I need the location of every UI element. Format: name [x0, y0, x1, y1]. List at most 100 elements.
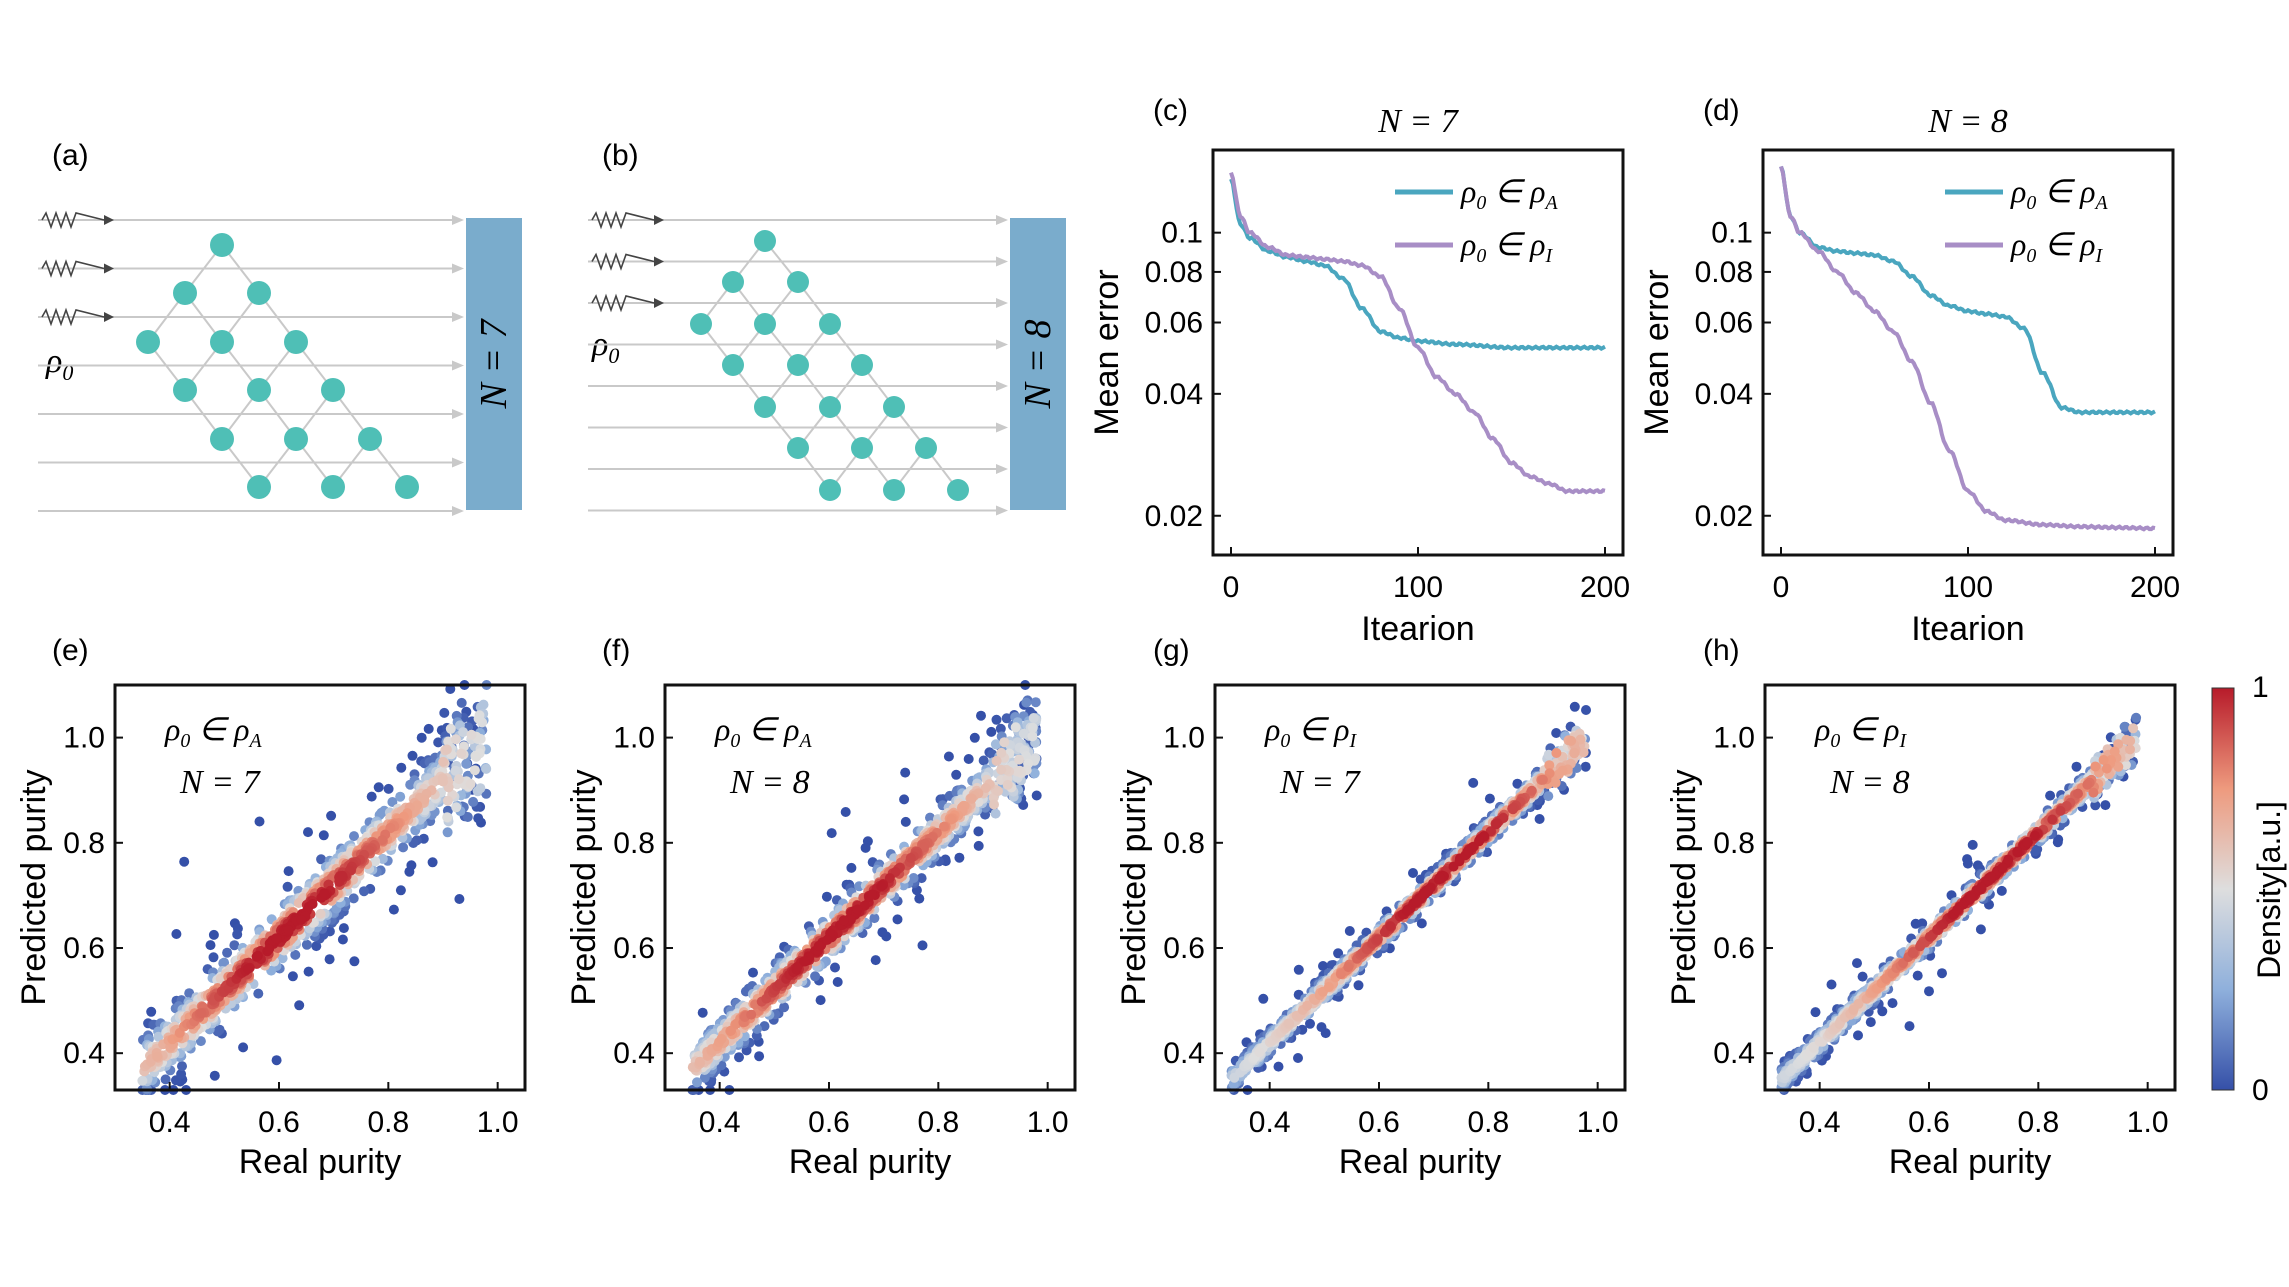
y-tick-label: 0.08	[1695, 256, 1753, 289]
scatter-point	[1027, 722, 1038, 733]
detector-label: N = 8	[1017, 320, 1059, 410]
scatter-point	[2029, 830, 2040, 841]
beam-splitter-node	[247, 281, 271, 305]
beam-splitter-node	[210, 330, 234, 354]
x-tick-label: 0.8	[917, 1106, 959, 1139]
scatter-point	[1814, 1036, 1825, 1047]
beam-splitter-node	[321, 378, 345, 402]
scatter-point	[2128, 723, 2139, 734]
scatter-point	[1937, 968, 1947, 979]
scatter-point	[999, 737, 1010, 748]
x-tick-label: 1.0	[1027, 1106, 1069, 1139]
colorbar-max-label: 1	[2252, 671, 2269, 704]
scatter-point	[468, 796, 479, 807]
scatter-point	[900, 816, 911, 827]
scatter-point	[443, 736, 454, 747]
scatter-point	[1962, 858, 1973, 869]
scatter-point	[1551, 748, 1562, 758]
scatter-point	[1887, 998, 1898, 1009]
scatter-point	[2101, 763, 2112, 774]
colorbar-min-label: 0	[2252, 1074, 2269, 1107]
plot-frame	[1763, 683, 2177, 1092]
scatter-point	[1343, 962, 1354, 973]
scatter-point	[349, 956, 360, 967]
beam-splitter-node	[284, 427, 308, 451]
y-axis-label: Predicted purity	[565, 769, 603, 1005]
input-photon-wave	[41, 259, 105, 278]
scatter-point	[1401, 905, 1412, 916]
scatter-point	[398, 842, 409, 853]
scatter-point	[474, 710, 485, 721]
input-arrow-icon	[654, 298, 664, 308]
scatter-point	[870, 955, 881, 966]
scatter-point	[822, 934, 833, 945]
beam-splitter-node	[883, 479, 905, 501]
beam-splitter-node	[358, 427, 382, 451]
scatter-point	[1976, 882, 1987, 893]
panel-label-a: (a)	[52, 139, 89, 172]
scatter-point	[1344, 926, 1355, 936]
legend-label: ρ0 ∈ ρA	[2010, 173, 2109, 214]
beam-splitter-node	[851, 354, 873, 376]
waveguide-arrow-icon	[452, 263, 464, 274]
scatter-point	[838, 915, 849, 926]
scatter-point	[905, 853, 916, 863]
scatter-point	[884, 873, 895, 884]
scatter-point	[951, 769, 962, 780]
scatter-point	[359, 886, 369, 897]
scatter-point	[222, 947, 233, 958]
scatter-point	[196, 1008, 207, 1019]
input-photon-wave	[591, 293, 655, 313]
scatter-point	[860, 842, 871, 853]
scatter-point	[433, 737, 444, 748]
n-label: N = 7	[179, 764, 262, 801]
scatter-point	[2131, 712, 2142, 723]
scatter-point	[734, 1052, 744, 1063]
scatter-point	[324, 954, 335, 965]
scatter-point	[969, 732, 980, 743]
scatter-point	[1462, 846, 1473, 857]
scatter-point	[996, 764, 1007, 775]
beam-splitter-node	[173, 281, 197, 305]
scatter-point	[153, 1031, 164, 1042]
y-tick-label: 1.0	[63, 722, 105, 755]
scatter-point	[748, 967, 758, 978]
scatter-point	[810, 971, 821, 982]
scatter-point	[442, 827, 453, 838]
scatter-point	[976, 710, 986, 721]
legend-label: ρ0 ∈ ρA	[1460, 173, 1559, 214]
x-axis-label: Real purity	[1339, 1143, 1502, 1181]
scatter-point	[2045, 790, 2056, 801]
scatter-chart-e: 0.4 0.4 0.6 0.6 0.8 0.8 1.0 1.0 Real purity Predi…	[15, 680, 527, 1181]
scatter-point	[290, 949, 301, 960]
waveguide-arrow-icon	[452, 409, 464, 419]
scatter-point	[1273, 1061, 1284, 1072]
scatter-point	[370, 856, 381, 867]
scatter-point	[406, 860, 417, 871]
scatter-point	[1544, 760, 1555, 771]
scatter-point	[2047, 814, 2058, 825]
x-tick-label: 100	[1393, 571, 1443, 604]
scatter-point	[1408, 868, 1418, 878]
n-label: N = 8	[729, 764, 810, 801]
scatter-point	[2090, 800, 2101, 811]
scatter-point	[779, 1002, 790, 1013]
scatter-point	[815, 995, 826, 1006]
x-tick-label: 0.4	[149, 1106, 191, 1139]
scatter-point	[1569, 747, 1580, 758]
scatter-point	[177, 1061, 187, 1072]
colorbar-gradient	[2211, 687, 2235, 1091]
input-photon-wave	[591, 252, 655, 271]
scatter-point	[315, 908, 326, 919]
beam-splitter-node	[819, 313, 841, 335]
beam-splitter-node	[247, 475, 271, 499]
x-tick-label: 0.4	[699, 1106, 741, 1139]
scatter-point	[294, 1000, 305, 1011]
n-label: N = 8	[1829, 764, 1910, 801]
scatter-point	[282, 881, 293, 892]
n-label: N = 7	[1279, 764, 1362, 801]
scatter-point	[939, 821, 949, 832]
scatter-point	[899, 794, 910, 805]
panel-label-d: (d)	[1703, 94, 1740, 127]
scatter-point	[287, 971, 298, 982]
